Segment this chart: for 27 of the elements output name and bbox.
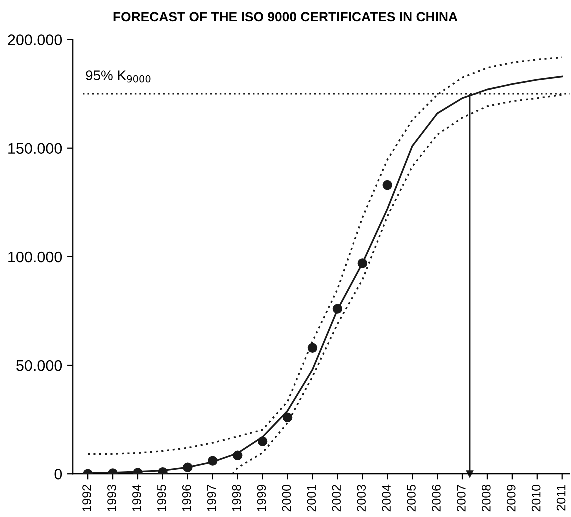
x-tick-label: 1998 [232,485,242,512]
x-tick-label: 2001 [307,485,316,512]
ref-line-label: 95% K$_{9000}$ [86,70,151,83]
x-tick-label: 1993 [108,485,116,512]
y-tick-label: 100.000 [8,252,62,263]
x-tick-label: 2005 [407,485,416,512]
y-tick-label: 200.000 [8,34,62,46]
y-tick-label: 50.000 [16,360,62,372]
x-tick-label: 2000 [282,484,292,512]
x-tick-label: 1996 [182,485,192,512]
y-tick-label: 150.000 [8,143,62,154]
x-tick-label: 1992 [82,485,92,512]
x-tick-label: 1999 [257,485,266,512]
x-tick-label: 2008 [482,485,491,512]
x-tick-label: 1997 [207,485,216,512]
x-tick-label: 2003 [357,485,366,512]
y-tick-label: 0 [54,468,62,480]
x-tick-label: 2011 [556,485,566,511]
x-tick-label: 2010 [532,484,541,512]
x-tick-label: 2002 [332,485,342,512]
x-tick-label: 2006 [432,485,441,512]
x-tick-label: 2009 [506,485,516,512]
x-tick-label: 2007 [457,485,466,512]
x-tick-label: 1994 [132,484,142,512]
chart-title: FORECAST OF THE ISO 9000 CERTIFICATES IN CHINA [114,12,458,22]
x-tick-label: 2004 [382,484,391,512]
x-tick-label: 1995 [157,485,166,512]
